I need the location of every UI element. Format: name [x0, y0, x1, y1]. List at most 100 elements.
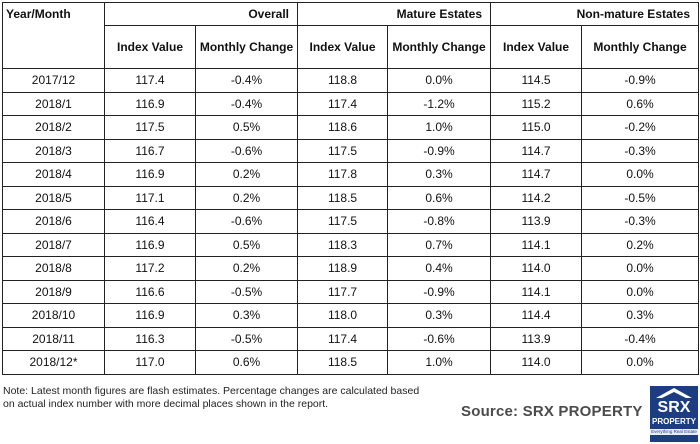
- table-row: 2018/12* 117.0 0.6% 118.5 1.0% 114.0 0.0%: [2, 350, 700, 375]
- year-month-cell: 2018/9: [2, 279, 105, 304]
- non-mature-change-cell: 0.0%: [581, 162, 700, 187]
- column-header-row: Index Value Monthly Change Index Value M…: [3, 25, 700, 69]
- mature-index-cell: 118.5: [297, 350, 389, 375]
- year-month-cell: 2018/8: [2, 256, 105, 281]
- non-mature-index-cell: 114.1: [490, 279, 583, 304]
- non-mature-index-cell: 114.7: [490, 138, 583, 163]
- year-month-cell: 2017/12: [2, 68, 105, 93]
- non-mature-monthly-change-header: Monthly Change: [581, 25, 700, 69]
- table-body: 2017/12 117.4 -0.4% 118.8 0.0% 114.5 -0.9% 2018…: [2, 68, 700, 375]
- mature-index-cell: 118.5: [297, 185, 389, 210]
- mature-change-cell: -1.2%: [387, 91, 492, 116]
- mature-index-cell: 118.9: [297, 256, 389, 281]
- mature-index-cell: 117.5: [297, 138, 389, 163]
- overall-change-cell: 0.6%: [194, 350, 299, 375]
- overall-index-cell: 116.6: [104, 279, 196, 304]
- mature-monthly-change-header: Monthly Change: [387, 25, 492, 69]
- mature-change-cell: -0.8%: [387, 209, 492, 234]
- overall-change-cell: 0.2%: [194, 256, 299, 281]
- non-mature-index-cell: 115.2: [490, 91, 583, 116]
- overall-index-cell: 117.1: [104, 185, 196, 210]
- mature-change-cell: 0.4%: [387, 256, 492, 281]
- overall-change-cell: 0.5%: [194, 115, 299, 140]
- non-mature-change-cell: -0.4%: [581, 326, 700, 351]
- table-row: 2018/10 116.9 0.3% 118.0 0.3% 114.4 0.3%: [2, 303, 700, 328]
- footnote-line: Note: Latest month figures are flash est…: [3, 385, 420, 397]
- overall-index-cell: 116.7: [104, 138, 196, 163]
- mature-index-cell: 117.8: [297, 162, 389, 187]
- overall-index-cell: 116.9: [104, 232, 196, 257]
- non-mature-change-cell: 0.0%: [581, 350, 700, 375]
- mature-change-cell: -0.9%: [387, 279, 492, 304]
- non-mature-index-cell: 113.9: [490, 209, 583, 234]
- mature-change-cell: 0.6%: [387, 185, 492, 210]
- logo-mark: SRX: [657, 399, 691, 416]
- logo-tagline: Everything Real Estate: [650, 429, 698, 435]
- table-row: 2018/1 116.9 -0.4% 117.4 -1.2% 115.2 0.6%: [2, 91, 700, 116]
- non-mature-change-cell: -0.2%: [581, 115, 700, 140]
- mature-change-cell: 1.0%: [387, 350, 492, 375]
- year-month-cell: 2018/3: [2, 138, 105, 163]
- year-month-cell: 2018/12*: [2, 350, 105, 375]
- non-mature-index-cell: 114.5: [490, 68, 583, 93]
- non-mature-index-cell: 114.7: [490, 162, 583, 187]
- mature-change-cell: 0.7%: [387, 232, 492, 257]
- year-month-cell: 2018/2: [2, 115, 105, 140]
- table-row: 2018/5 117.1 0.2% 118.5 0.6% 114.2 -0.5%: [2, 185, 700, 210]
- mature-change-cell: 0.3%: [387, 303, 492, 328]
- overall-change-cell: 0.3%: [194, 303, 299, 328]
- year-month-cell: 2018/5: [2, 185, 105, 210]
- table-row: 2018/6 116.4 -0.6% 117.5 -0.8% 113.9 -0.3%: [2, 209, 700, 234]
- overall-index-cell: 117.5: [104, 115, 196, 140]
- year-month-cell: 2018/6: [2, 209, 105, 234]
- overall-change-cell: 0.5%: [194, 232, 299, 257]
- overall-index-cell: 116.9: [104, 91, 196, 116]
- overall-group-header: Overall: [103, 2, 299, 26]
- mature-change-cell: 1.0%: [387, 115, 492, 140]
- non-mature-change-cell: 0.0%: [581, 256, 700, 281]
- overall-index-cell: 116.9: [104, 303, 196, 328]
- table-row: 2018/8 117.2 0.2% 118.9 0.4% 114.0 0.0%: [2, 256, 700, 281]
- year-month-cell: 2018/10: [2, 303, 105, 328]
- overall-change-cell: -0.5%: [194, 326, 299, 351]
- year-month-cell: 2018/1: [2, 91, 105, 116]
- non-mature-index-value-header: Index Value: [490, 25, 583, 69]
- non-mature-index-cell: 114.2: [490, 185, 583, 210]
- overall-change-cell: 0.2%: [194, 162, 299, 187]
- mature-index-cell: 117.4: [297, 326, 389, 351]
- mature-change-cell: -0.6%: [387, 326, 492, 351]
- year-month-cell: 2018/4: [2, 162, 105, 187]
- non-mature-index-cell: 114.1: [490, 232, 583, 257]
- overall-change-cell: -0.4%: [194, 68, 299, 93]
- overall-index-cell: 117.2: [104, 256, 196, 281]
- table-row: 2017/12 117.4 -0.4% 118.8 0.0% 114.5 -0.9%: [2, 68, 700, 93]
- logo-word: PROPERTY: [651, 417, 696, 426]
- non-mature-change-cell: 0.2%: [581, 232, 700, 257]
- non-mature-index-cell: 115.0: [490, 115, 583, 140]
- non-mature-index-cell: 114.0: [490, 256, 583, 281]
- mature-index-cell: 118.3: [297, 232, 389, 257]
- mature-index-cell: 118.6: [297, 115, 389, 140]
- overall-change-cell: 0.2%: [194, 185, 299, 210]
- mature-change-cell: 0.0%: [387, 68, 492, 93]
- year-month-cell: 2018/7: [2, 232, 105, 257]
- mature-index-cell: 118.0: [297, 303, 389, 328]
- source-credit: Source: SRX PROPERTY: [461, 403, 643, 420]
- table-row: 2018/3 116.7 -0.6% 117.5 -0.9% 114.7 -0.3%: [2, 138, 700, 163]
- overall-change-cell: -0.4%: [194, 91, 299, 116]
- non-mature-change-cell: 0.0%: [581, 279, 700, 304]
- overall-index-cell: 116.9: [104, 162, 196, 187]
- overall-change-cell: -0.6%: [194, 209, 299, 234]
- non-mature-change-cell: 0.6%: [581, 91, 700, 116]
- mature-index-cell: 117.5: [297, 209, 389, 234]
- non-mature-change-cell: -0.3%: [581, 138, 700, 163]
- group-header-row: Year/Month Overall Mature Estates Non-ma…: [2, 2, 700, 69]
- overall-change-cell: -0.6%: [194, 138, 299, 163]
- non-mature-index-cell: 114.0: [490, 350, 583, 375]
- non-mature-change-cell: 0.3%: [581, 303, 700, 328]
- non-mature-change-cell: -0.5%: [581, 185, 700, 210]
- overall-index-cell: 116.3: [104, 326, 196, 351]
- mature-index-cell: 118.8: [297, 68, 389, 93]
- table-row: 2018/11 116.3 -0.5% 117.4 -0.6% 113.9 -0.4%: [2, 326, 700, 351]
- overall-index-cell: 117.4: [104, 68, 196, 93]
